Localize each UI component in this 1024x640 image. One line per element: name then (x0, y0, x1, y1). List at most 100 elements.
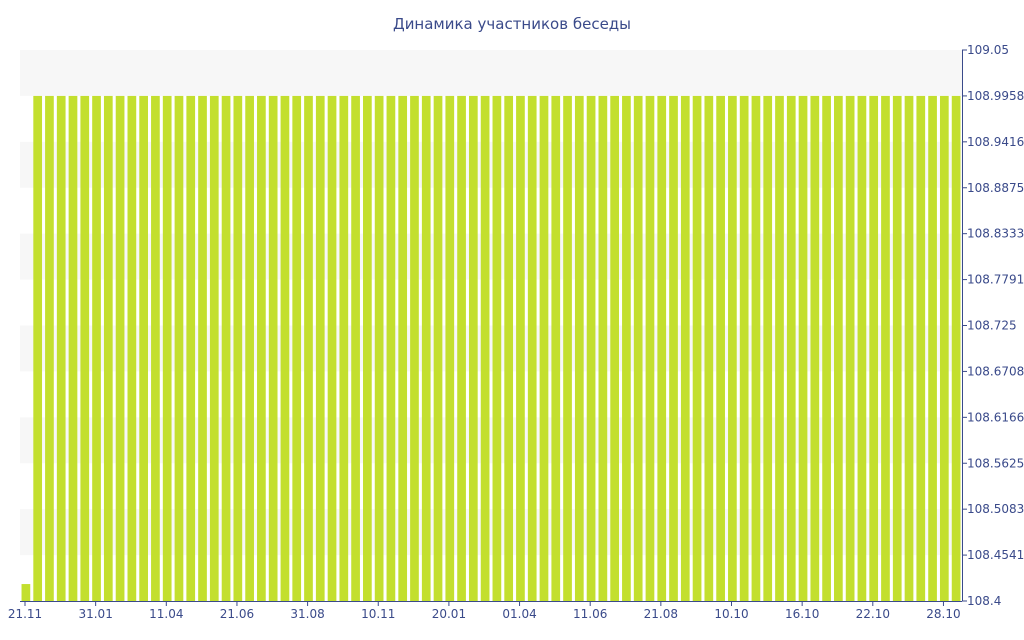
bar[interactable] (339, 95, 349, 601)
x-axis-ticks: 21.11 31.01 11.04 21.06 31.08 10.11 20.01 01.04… (8, 601, 961, 621)
x-tick-label: 16.10 (785, 607, 819, 621)
bar[interactable] (916, 95, 926, 601)
bar[interactable] (433, 95, 443, 601)
y-tick-label: 108.5625 (967, 456, 1024, 470)
bar[interactable] (881, 95, 890, 601)
bar[interactable] (480, 95, 490, 601)
bar[interactable] (857, 95, 867, 601)
bar[interactable] (492, 95, 502, 601)
bar[interactable] (751, 95, 761, 601)
bar[interactable] (527, 95, 537, 601)
bar[interactable] (786, 95, 796, 601)
bar[interactable] (56, 95, 66, 601)
x-tick-label: 31.08 (290, 607, 324, 621)
bar[interactable] (21, 584, 31, 601)
bar[interactable] (845, 95, 855, 601)
bar[interactable] (728, 95, 737, 601)
bar[interactable] (739, 95, 749, 601)
bar[interactable] (610, 95, 619, 601)
bar[interactable] (280, 95, 290, 601)
bar[interactable] (798, 95, 808, 601)
bar[interactable] (834, 95, 843, 601)
bar[interactable] (504, 95, 514, 601)
bar[interactable] (645, 95, 655, 601)
x-tick-label: 01.04 (502, 607, 536, 621)
bar[interactable] (351, 95, 360, 601)
x-tick-label: 21.08 (644, 607, 678, 621)
bar[interactable] (822, 95, 831, 601)
y-tick-label: 108.6708 (967, 364, 1024, 378)
bar[interactable] (315, 95, 325, 601)
bar[interactable] (363, 95, 372, 601)
bar[interactable] (80, 95, 90, 601)
bar[interactable] (292, 95, 302, 601)
bar[interactable] (139, 95, 148, 601)
bar[interactable] (115, 95, 125, 601)
bar[interactable] (398, 95, 408, 601)
bar[interactable] (327, 95, 337, 601)
bar[interactable] (233, 95, 243, 601)
bar[interactable] (268, 95, 278, 601)
bar[interactable] (304, 95, 313, 601)
x-tick-label: 10.11 (361, 607, 395, 621)
bar[interactable] (516, 95, 525, 601)
bar[interactable] (657, 95, 667, 601)
bar[interactable] (151, 95, 160, 601)
y-tick-label: 108.9416 (967, 135, 1024, 149)
bar[interactable] (468, 95, 478, 601)
bar[interactable] (68, 95, 78, 601)
bar[interactable] (680, 95, 690, 601)
y-tick-label: 108.4541 (967, 548, 1024, 562)
bar[interactable] (174, 95, 184, 601)
bar[interactable] (563, 95, 572, 601)
bar[interactable] (198, 95, 207, 601)
bar[interactable] (775, 95, 784, 601)
background-band (20, 325, 962, 372)
bar[interactable] (421, 95, 431, 601)
bar[interactable] (186, 95, 196, 601)
bar[interactable] (103, 95, 113, 601)
bar[interactable] (892, 95, 902, 601)
bar[interactable] (951, 95, 961, 601)
bar[interactable] (162, 95, 172, 601)
background-band (20, 509, 962, 556)
bar[interactable] (539, 95, 549, 601)
bar[interactable] (209, 95, 219, 601)
bar[interactable] (598, 95, 608, 601)
bar[interactable] (245, 95, 254, 601)
background-band (20, 233, 962, 280)
bar[interactable] (92, 95, 101, 601)
bar[interactable] (939, 95, 949, 601)
bar[interactable] (622, 95, 631, 601)
bar[interactable] (33, 95, 43, 601)
bar[interactable] (45, 95, 54, 601)
bar[interactable] (574, 95, 584, 601)
bar[interactable] (763, 95, 773, 601)
bar[interactable] (692, 95, 702, 601)
bar[interactable] (810, 95, 820, 601)
bar[interactable] (633, 95, 643, 601)
bar[interactable] (669, 95, 678, 601)
chart-title: Динамика участников беседы (393, 15, 631, 33)
bar[interactable] (869, 95, 879, 601)
x-tick-label: 21.11 (8, 607, 42, 621)
bar[interactable] (386, 95, 396, 601)
x-tick-label: 11.04 (149, 607, 183, 621)
bar[interactable] (551, 95, 561, 601)
y-tick-label: 108.4 (967, 594, 1001, 608)
x-tick-label: 21.06 (220, 607, 254, 621)
bar[interactable] (586, 95, 596, 601)
bar[interactable] (716, 95, 725, 601)
bar[interactable] (704, 95, 714, 601)
bar[interactable] (928, 95, 937, 601)
bar[interactable] (257, 95, 266, 601)
bar[interactable] (457, 95, 466, 601)
bar[interactable] (127, 95, 137, 601)
bar[interactable] (221, 95, 231, 601)
bar[interactable] (445, 95, 455, 601)
bar[interactable] (904, 95, 914, 601)
y-tick-label: 108.8333 (967, 227, 1024, 241)
bar[interactable] (410, 95, 419, 601)
bar[interactable] (374, 95, 384, 601)
